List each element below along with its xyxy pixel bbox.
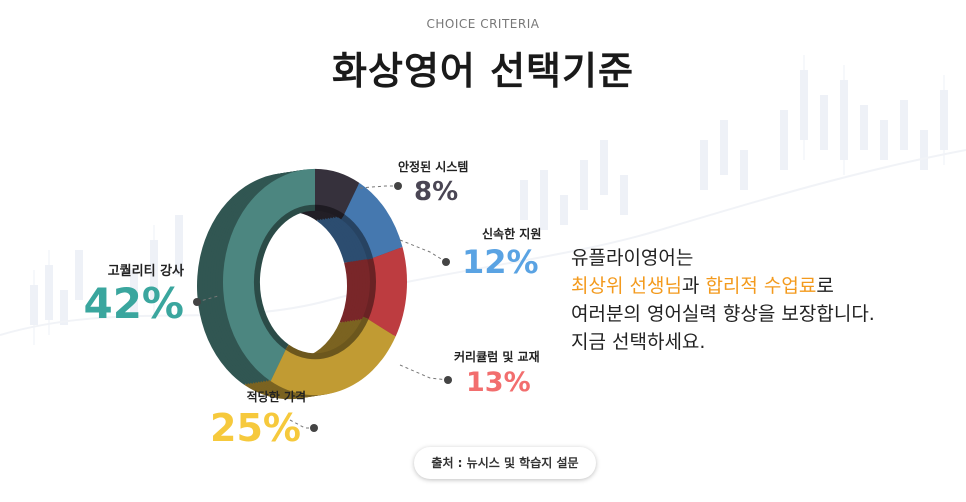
leader-dot-system xyxy=(394,182,402,190)
value-label-quality: 42% xyxy=(83,279,184,328)
slice-system xyxy=(315,168,360,217)
page-title: 화상영어 선택기준 xyxy=(332,49,634,93)
promo-message: 유플라이영어는 최상위 선생님과 합리적 수업료로 여러분의 영어실력 향상을 … xyxy=(571,244,875,356)
slice-inner-curriculum xyxy=(363,258,376,319)
message-line-3: 여러분의 영어실력 향상을 보장합니다. xyxy=(571,303,875,325)
leader-line-curriculum xyxy=(399,364,449,381)
slice-curriculum xyxy=(365,247,407,337)
value-label-support: 12% xyxy=(462,243,539,281)
message-line-4: 지금 선택하세요. xyxy=(571,331,706,353)
label-group-support: 신속한 지원 12% xyxy=(462,225,541,278)
message-ending: 로 xyxy=(816,275,834,297)
leader-dot-price xyxy=(310,424,318,432)
slice-inner-support xyxy=(341,214,374,260)
value-label-system: 8% xyxy=(414,177,459,207)
leader-line-support xyxy=(399,239,447,263)
slice-inner-quality xyxy=(254,204,316,350)
leader-line-quality xyxy=(196,295,219,303)
message-connector: 과 xyxy=(681,275,706,297)
category-label-support: 신속한 지원 xyxy=(482,227,542,241)
label-group-system: 안정된 시스템 8% xyxy=(398,158,468,205)
leader-line-system xyxy=(359,185,398,189)
label-group-price: 적당한 가격 25% xyxy=(210,388,306,447)
value-label-price: 25% xyxy=(210,406,301,450)
slice-inner-system xyxy=(314,204,345,220)
label-group-quality: 고퀄리티 강사 42% xyxy=(62,260,184,325)
slice-quality xyxy=(222,168,315,382)
highlight-teacher: 최상위 선생님 xyxy=(571,275,682,297)
slice-inner-price xyxy=(285,316,369,360)
label-group-curriculum: 커리큘럼 및 교재 13% xyxy=(454,348,540,396)
category-label-curriculum: 커리큘럼 및 교재 xyxy=(454,350,540,364)
leader-dot-curriculum xyxy=(444,376,452,384)
value-label-curriculum: 13% xyxy=(466,367,531,398)
category-label-system: 안정된 시스템 xyxy=(398,160,469,174)
highlight-fee: 합리적 수업료 xyxy=(705,275,817,297)
source-badge: 출처 : 뉴시스 및 학습지 설문 xyxy=(414,447,596,479)
leader-dot-support xyxy=(442,258,450,266)
category-label-quality: 고퀄리티 강사 xyxy=(107,264,184,279)
message-line-2: 최상위 선생님과 합리적 수업료로 xyxy=(571,272,875,300)
slice-support xyxy=(342,182,403,260)
category-label-price: 적당한 가격 xyxy=(246,390,306,404)
leader-dot-quality xyxy=(193,298,201,306)
message-line-1: 유플라이영어는 xyxy=(571,247,694,269)
slice-price xyxy=(270,317,396,396)
eyebrow-label: CHOICE CRITERIA xyxy=(426,17,540,31)
